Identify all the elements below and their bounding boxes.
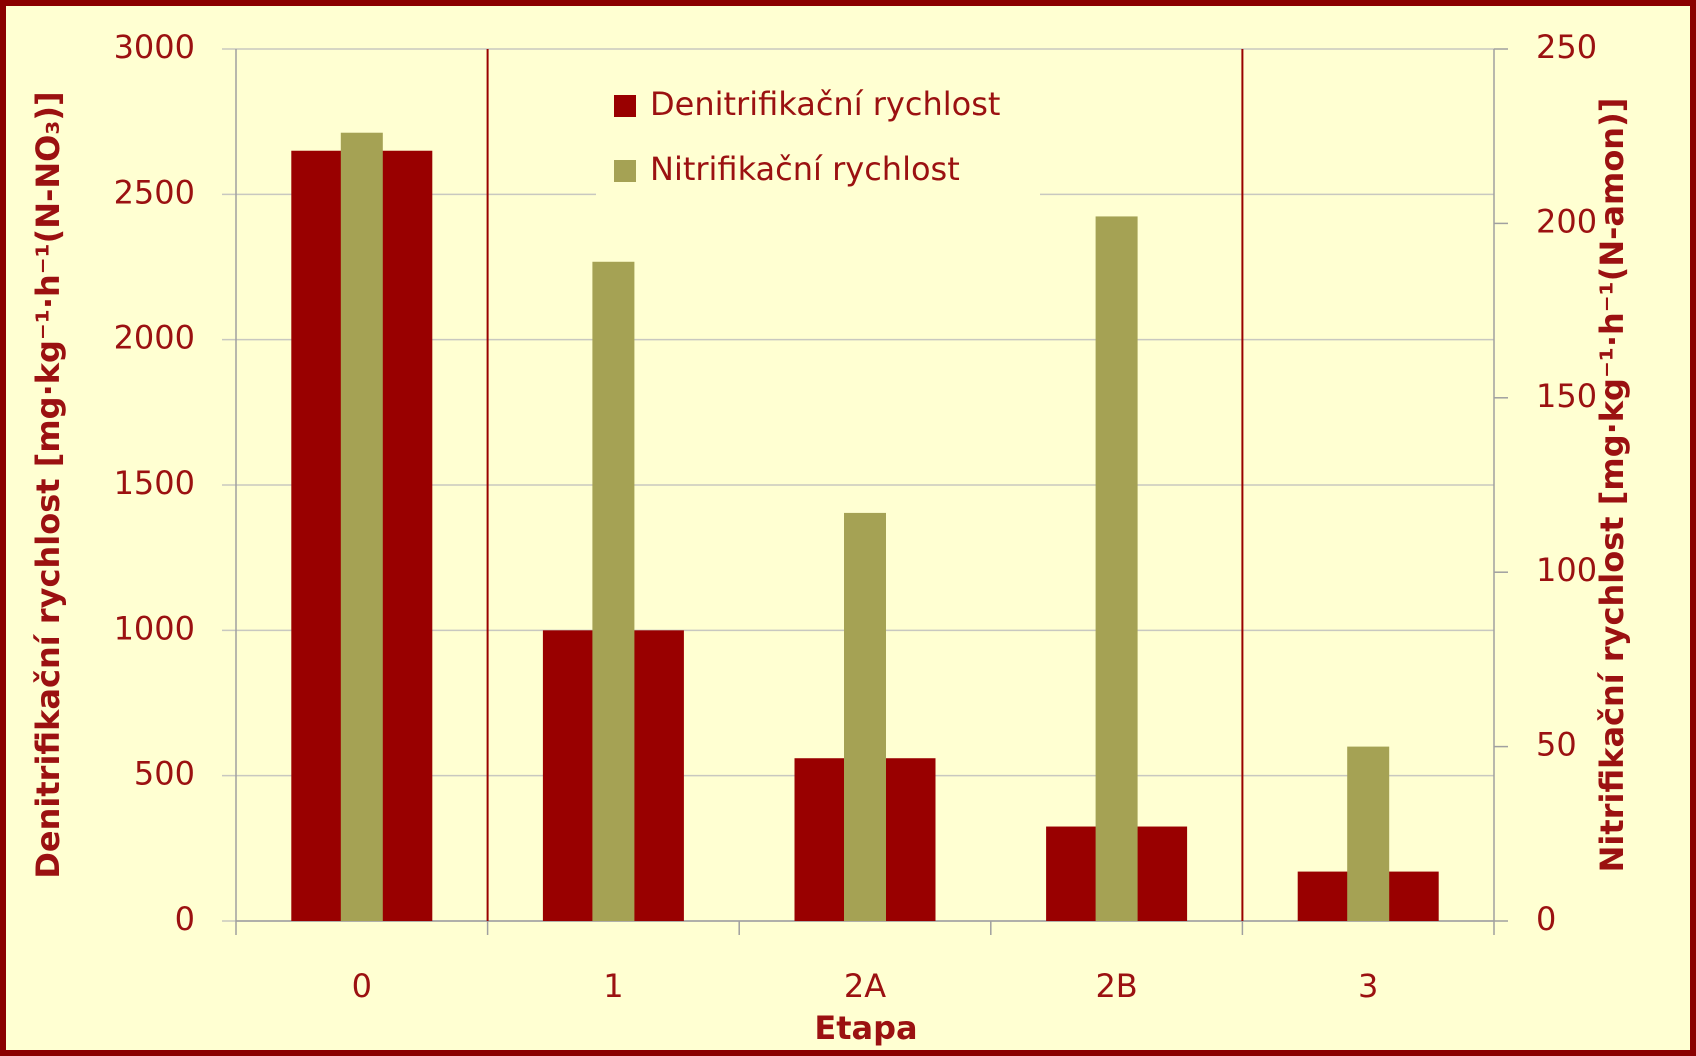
y-tick-label: 500 <box>134 755 195 793</box>
y2-tick-label: 250 <box>1536 28 1597 66</box>
x-axis-title: Etapa <box>814 1009 917 1047</box>
bar <box>1095 216 1138 921</box>
legend-swatch <box>614 160 636 182</box>
y2-tick-label: 150 <box>1536 377 1597 415</box>
y-tick-label: 2000 <box>114 319 195 357</box>
legend-swatch <box>614 95 636 117</box>
grid <box>222 48 1508 935</box>
y-tick-label: 1000 <box>114 609 195 647</box>
x-tick-label: 0 <box>352 967 372 1005</box>
x-tick-label: 2B <box>1095 967 1137 1005</box>
y2-axis-title: Nitrifikační rychlost [mg·kg⁻¹·h⁻¹(N-amo… <box>1593 98 1631 873</box>
bar <box>592 261 635 921</box>
y-tick-label: 0 <box>175 900 195 938</box>
x-tick-label: 1 <box>603 967 623 1005</box>
y2-tick-label: 200 <box>1536 202 1597 240</box>
y2-tick-label: 50 <box>1536 726 1577 764</box>
y-axis-title: Denitrifikační rychlost [mg·kg⁻¹·h⁻¹(N-N… <box>29 91 67 878</box>
y-tick-label: 1500 <box>114 464 195 502</box>
legend-label: Nitrifikační rychlost <box>650 150 960 188</box>
y-tick-label: 2500 <box>114 173 195 211</box>
legend-box <box>596 76 1040 198</box>
y-tick-label: 3000 <box>114 28 195 66</box>
x-tick-label: 2A <box>844 967 886 1005</box>
y2-tick-label: 100 <box>1536 551 1597 589</box>
bars <box>291 132 1439 921</box>
bar <box>844 512 886 921</box>
y2-tick-label: 0 <box>1536 900 1556 938</box>
legend-label: Denitrifikační rychlost <box>650 85 1000 123</box>
x-tick-label: 3 <box>1358 967 1378 1005</box>
bar <box>1347 746 1390 921</box>
bar <box>340 132 383 921</box>
